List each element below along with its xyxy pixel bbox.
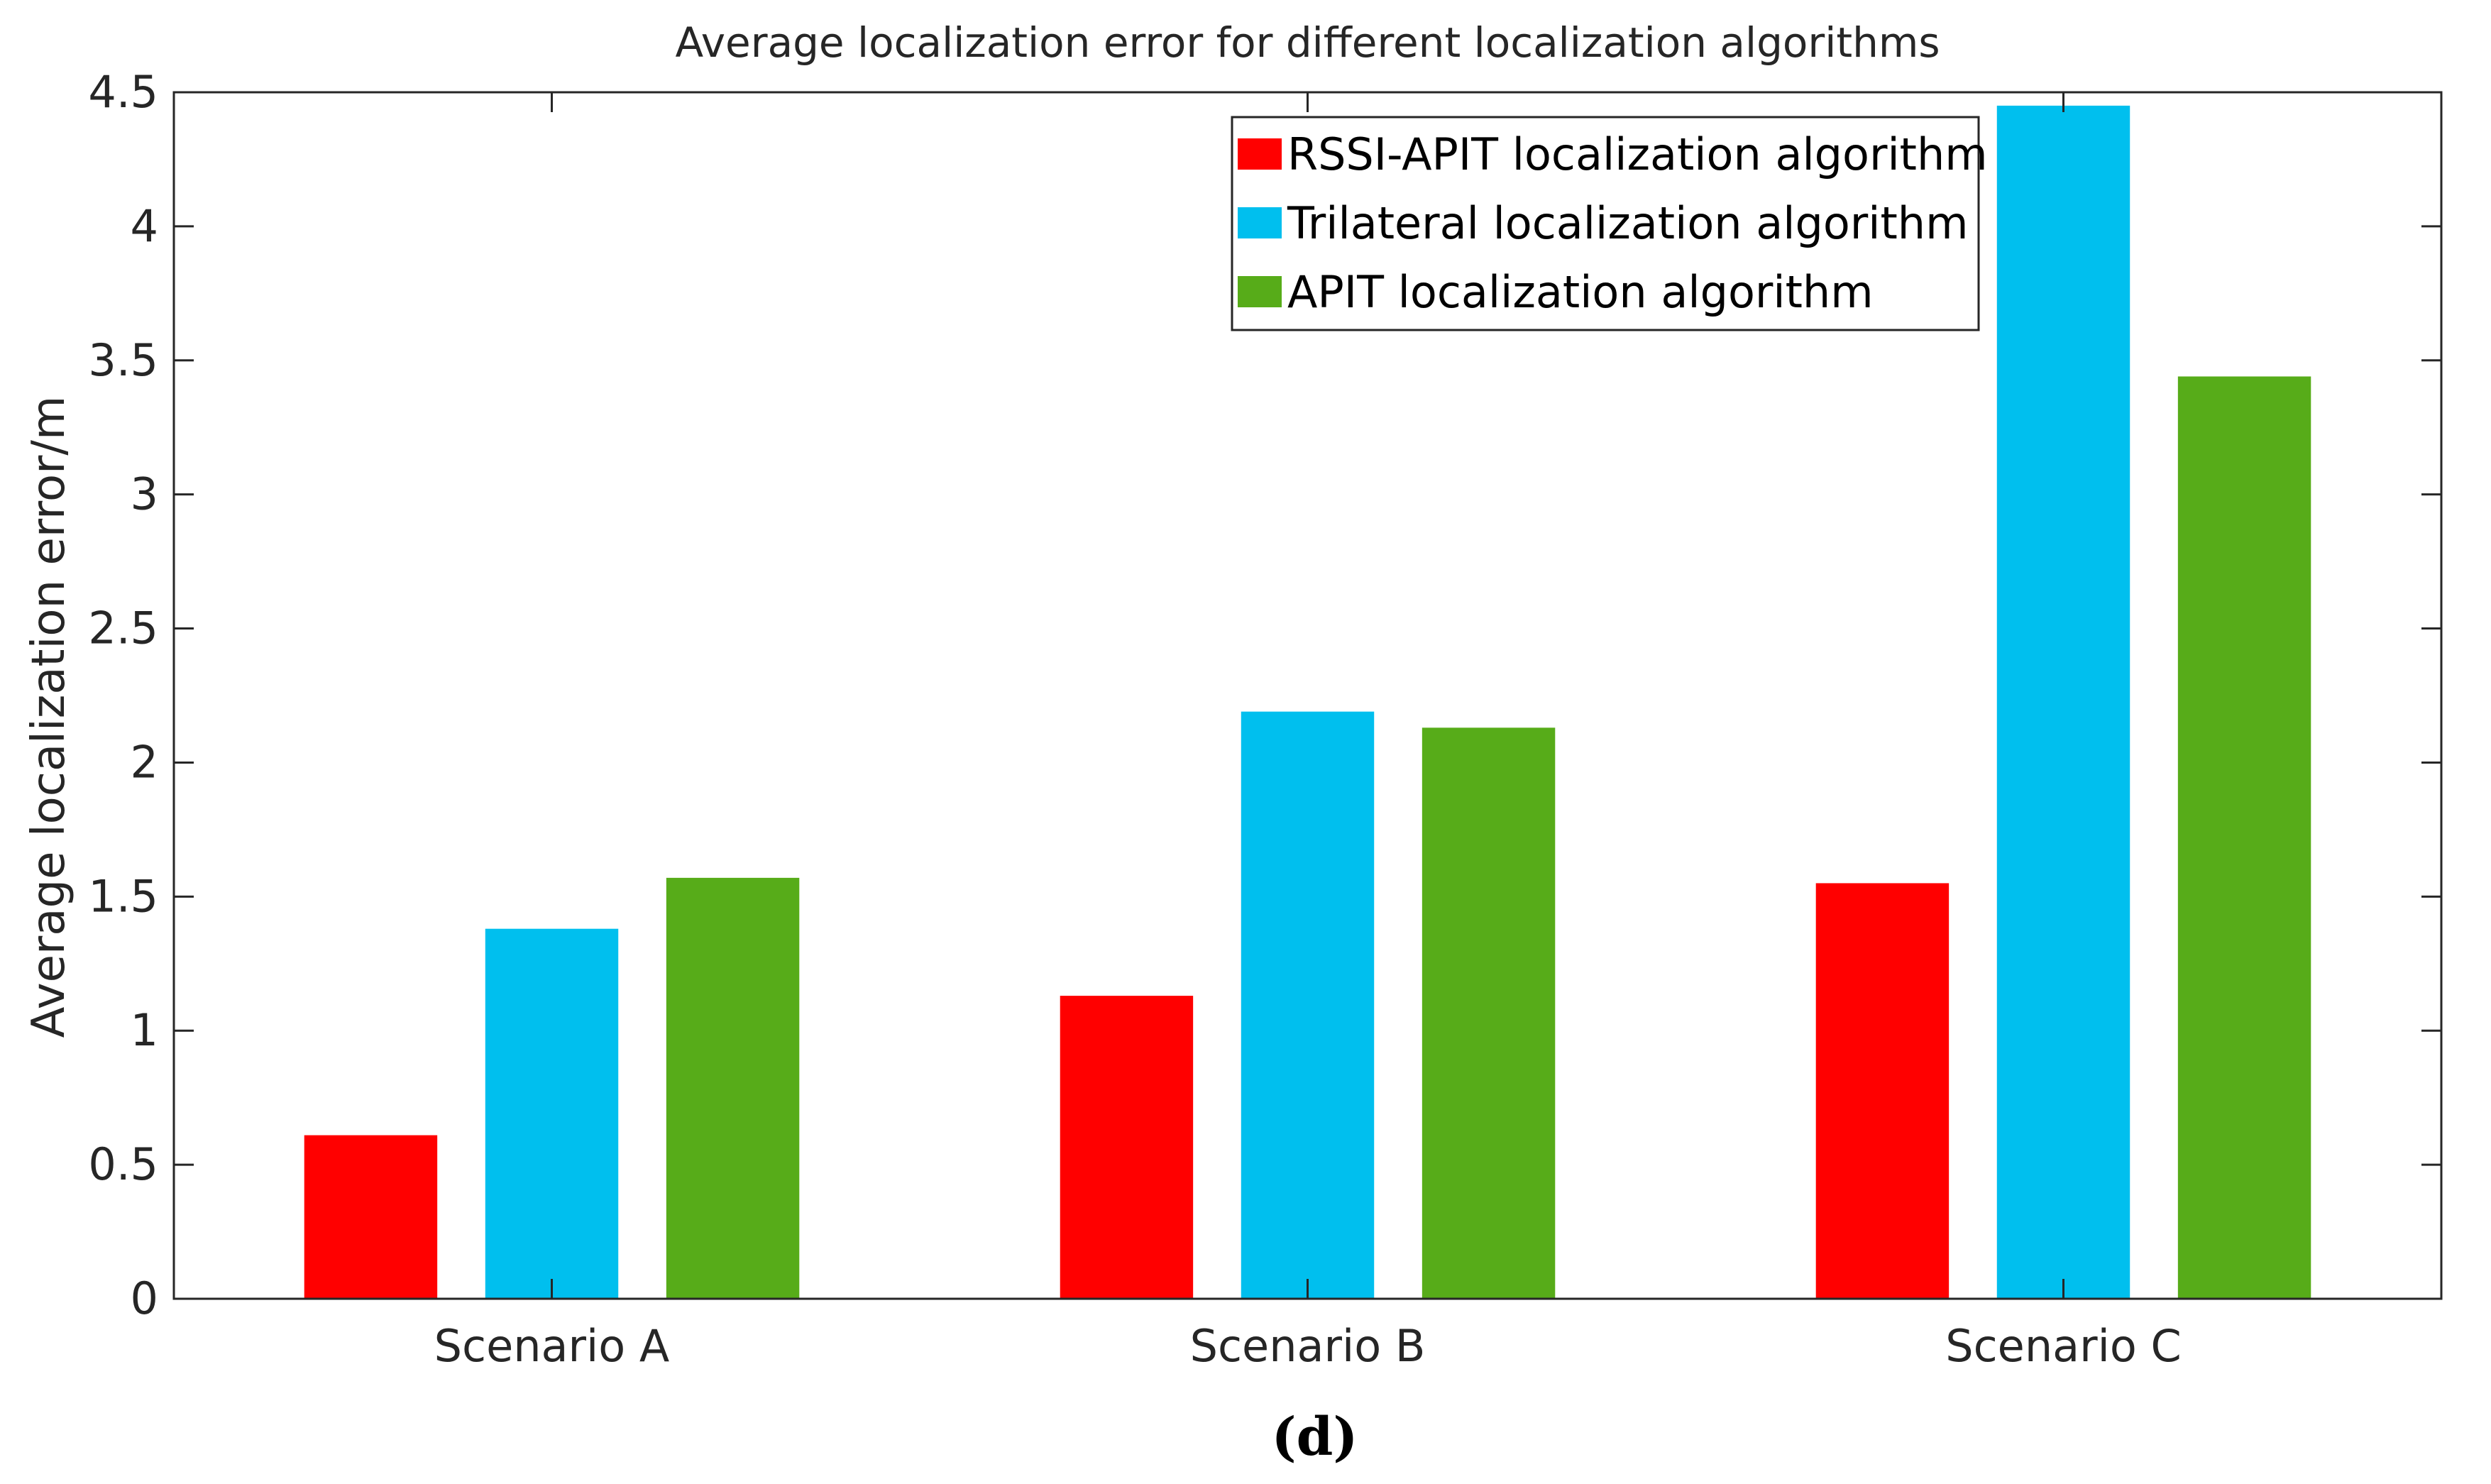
chart-title: Average localization error for different… [675, 18, 1940, 67]
y-tick-label: 1 [131, 1004, 158, 1056]
x-tick-label: Scenario A [434, 1320, 670, 1372]
bar-rssi-apit-scenario-b [1060, 996, 1194, 1299]
y-axis-label: Average localization error/m [23, 396, 75, 1038]
legend: RSSI-APIT localization algorithm Trilater… [1231, 116, 1988, 331]
bars-layer [304, 105, 2311, 1299]
y-tick-label: 0.5 [88, 1138, 158, 1190]
bar-rssi-apit-scenario-c [1815, 883, 1950, 1299]
y-tick-label: 0 [131, 1273, 158, 1324]
y-tick-label: 2 [131, 736, 158, 788]
legend-swatch [1238, 276, 1282, 307]
legend-entry-label: Trilateral localization algorithm [1287, 197, 1969, 249]
legend-box [1231, 116, 1980, 331]
bar-rssi-apit-scenario-a [304, 1135, 438, 1299]
y-tick-label: 3 [131, 468, 158, 520]
panel-label: (d) [1272, 1407, 1358, 1468]
bar-apit-scenario-c [2177, 376, 2311, 1299]
bar-trilateral-scenario-c [1996, 105, 2130, 1299]
y-tick-label: 1.5 [88, 870, 158, 922]
legend-swatch [1238, 138, 1282, 170]
bar-trilateral-scenario-a [485, 928, 619, 1299]
legend-entry-label: RSSI-APIT localization algorithm [1287, 128, 1988, 180]
y-tick-label: 3.5 [88, 334, 158, 386]
x-tick-label: Scenario B [1190, 1320, 1426, 1372]
axes-layer: 0 0.5 1 1.5 2 2.5 3 3.5 4 4.5 Scenario A Scenario B… [88, 66, 2443, 1372]
bar-apit-scenario-b [1422, 727, 1556, 1299]
x-tick-label: Scenario C [1945, 1320, 2182, 1372]
y-tick-label: 2.5 [88, 603, 158, 654]
legend-swatch [1238, 207, 1282, 238]
y-tick-label: 4 [131, 200, 158, 252]
bar-apit-scenario-a [666, 877, 800, 1299]
bar-trilateral-scenario-b [1241, 711, 1375, 1299]
y-tick-label: 4.5 [88, 66, 158, 118]
legend-entry-label: APIT localization algorithm [1287, 266, 1874, 318]
